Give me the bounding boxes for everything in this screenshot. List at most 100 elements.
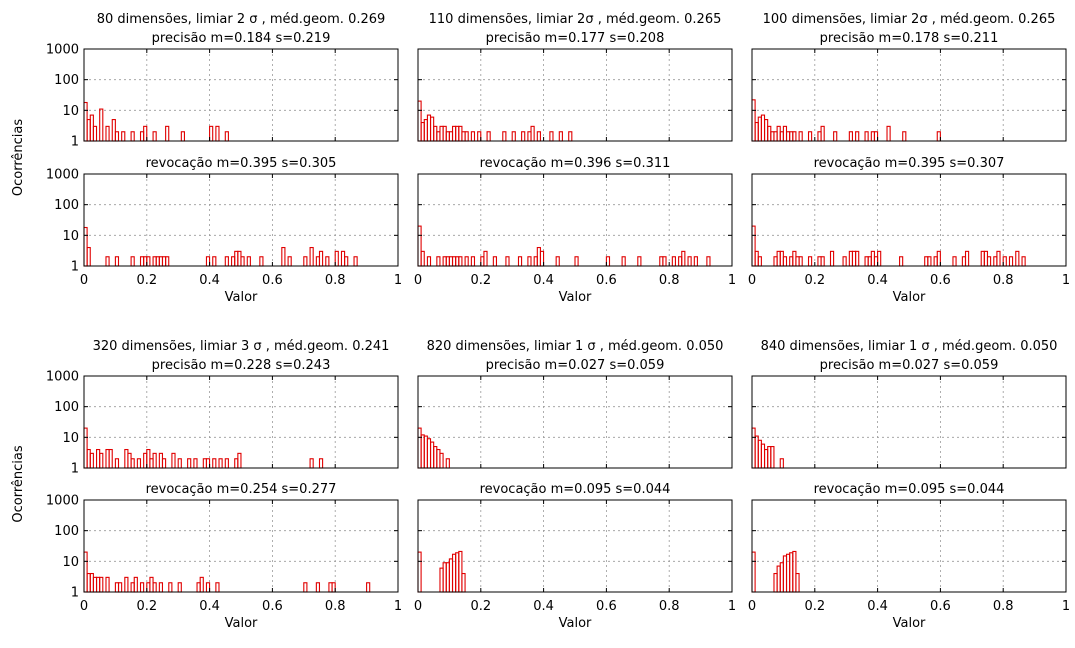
- histogram-bar: [309, 246, 314, 267]
- histogram-bar: [165, 256, 170, 267]
- panel-title: 840 dimensões, limiar 1 σ , méd.geom. 0.…: [761, 339, 1058, 354]
- x-tick-label: 1: [728, 599, 736, 614]
- histogram-bar: [281, 246, 286, 267]
- panel-subtitle: revocação m=0.095 s=0.044: [480, 482, 671, 497]
- x-tick-label: 0.2: [470, 273, 491, 288]
- x-tick-label: 0.2: [136, 599, 157, 614]
- histogram-bar: [121, 131, 126, 142]
- histogram-bar: [215, 582, 220, 593]
- histogram-bar: [996, 250, 1001, 267]
- y-tick-label: 100: [54, 400, 79, 415]
- histogram-bar: [224, 131, 229, 142]
- x-tick-label: 0.6: [262, 273, 283, 288]
- histogram-bar: [426, 256, 432, 267]
- y-tick-label: 1: [71, 462, 79, 477]
- histogram-bar: [133, 576, 138, 593]
- y-tick-label: 10: [62, 431, 79, 446]
- histogram-bar: [986, 256, 992, 267]
- histogram-bar: [193, 458, 198, 469]
- x-tick-label: 0.8: [325, 599, 346, 614]
- histogram-bar: [527, 256, 532, 267]
- histogram-bar: [240, 256, 245, 267]
- histogram-bar: [445, 458, 450, 469]
- histogram-bar: [224, 458, 229, 469]
- histogram-bar: [180, 131, 185, 142]
- histogram-bar: [936, 250, 941, 267]
- histogram-bar: [574, 256, 579, 267]
- x-tick-label: 0: [80, 599, 88, 614]
- histogram-bar: [833, 131, 838, 142]
- histogram-bar: [470, 131, 476, 142]
- y-tick-label: 10: [62, 555, 79, 570]
- histogram-bar: [318, 250, 324, 267]
- histogram-bar: [621, 256, 626, 267]
- x-tick-label: 0.2: [804, 273, 825, 288]
- histogram-bar: [568, 131, 573, 142]
- x-axis-label: Valor: [893, 616, 926, 631]
- histogram-bar: [502, 131, 507, 142]
- histogram-bar: [331, 582, 336, 593]
- x-tick-label: 0.4: [533, 273, 554, 288]
- y-axis-label: Ocorrências: [11, 445, 26, 522]
- x-tick-label: 0.8: [325, 273, 346, 288]
- histogram-bar: [212, 458, 217, 469]
- histogram-bar: [798, 131, 803, 142]
- histogram-bar: [864, 131, 869, 142]
- plot-frame: [751, 375, 1067, 469]
- panel-subtitle: revocação m=0.396 s=0.311: [480, 156, 671, 171]
- histogram-bar: [218, 458, 223, 469]
- plot-frame: [417, 173, 733, 267]
- histogram-bar: [105, 125, 110, 142]
- histogram-bar: [779, 458, 784, 469]
- histogram-bar: [637, 256, 642, 267]
- histogram-bar: [315, 582, 321, 593]
- histogram-bar: [517, 256, 523, 267]
- histogram-bar: [139, 582, 145, 593]
- panel-subtitle: revocação m=0.095 s=0.044: [814, 482, 1005, 497]
- histogram-bar: [439, 452, 444, 469]
- plot-frame: [83, 499, 399, 593]
- panel-subtitle: precisão m=0.184 s=0.219: [152, 31, 331, 46]
- histogram-bar: [99, 108, 104, 142]
- histogram-bar: [1015, 250, 1020, 267]
- histogram-bar: [464, 256, 469, 267]
- y-tick-label: 100: [54, 198, 79, 213]
- histogram-bar: [187, 458, 192, 469]
- x-tick-label: 0.8: [993, 273, 1014, 288]
- x-tick-label: 0.8: [659, 273, 680, 288]
- histogram-bar: [325, 256, 330, 267]
- histogram-bar: [555, 256, 560, 267]
- histogram-bar: [848, 131, 853, 142]
- plot-frame: [751, 48, 1067, 142]
- histogram-bar: [662, 256, 667, 267]
- histogram-bar: [344, 256, 349, 267]
- histogram-bar: [792, 131, 797, 142]
- histogram-bar: [152, 582, 157, 593]
- histogram-bar: [505, 256, 510, 267]
- histogram-bar: [539, 250, 545, 267]
- histogram-bar: [114, 458, 120, 469]
- panel-title: 110 dimensões, limiar 2σ , méd.geom. 0.2…: [429, 12, 722, 27]
- x-tick-label: 0.6: [930, 273, 951, 288]
- panel-subtitle: precisão m=0.178 s=0.211: [820, 31, 999, 46]
- histogram-bar: [161, 458, 167, 469]
- histogram-bar: [706, 256, 711, 267]
- histogram-bar: [829, 250, 835, 267]
- histogram-bar: [492, 256, 498, 267]
- histogram-bar: [136, 458, 142, 469]
- histogram-bar: [899, 256, 904, 267]
- x-tick-label: 0.4: [867, 273, 888, 288]
- plot-frame: [417, 375, 733, 469]
- histogram-bar: [483, 250, 488, 267]
- histogram-bar: [246, 256, 251, 267]
- x-tick-label: 0.6: [262, 599, 283, 614]
- y-axis-label: Ocorrências: [11, 119, 26, 196]
- x-tick-label: 0.2: [136, 273, 157, 288]
- histogram-bar: [130, 458, 135, 469]
- histogram-bar: [530, 125, 535, 142]
- histogram-bar: [855, 250, 860, 267]
- histogram-bar: [92, 125, 98, 142]
- y-tick-label: 1000: [46, 43, 79, 58]
- x-tick-label: 1: [394, 273, 402, 288]
